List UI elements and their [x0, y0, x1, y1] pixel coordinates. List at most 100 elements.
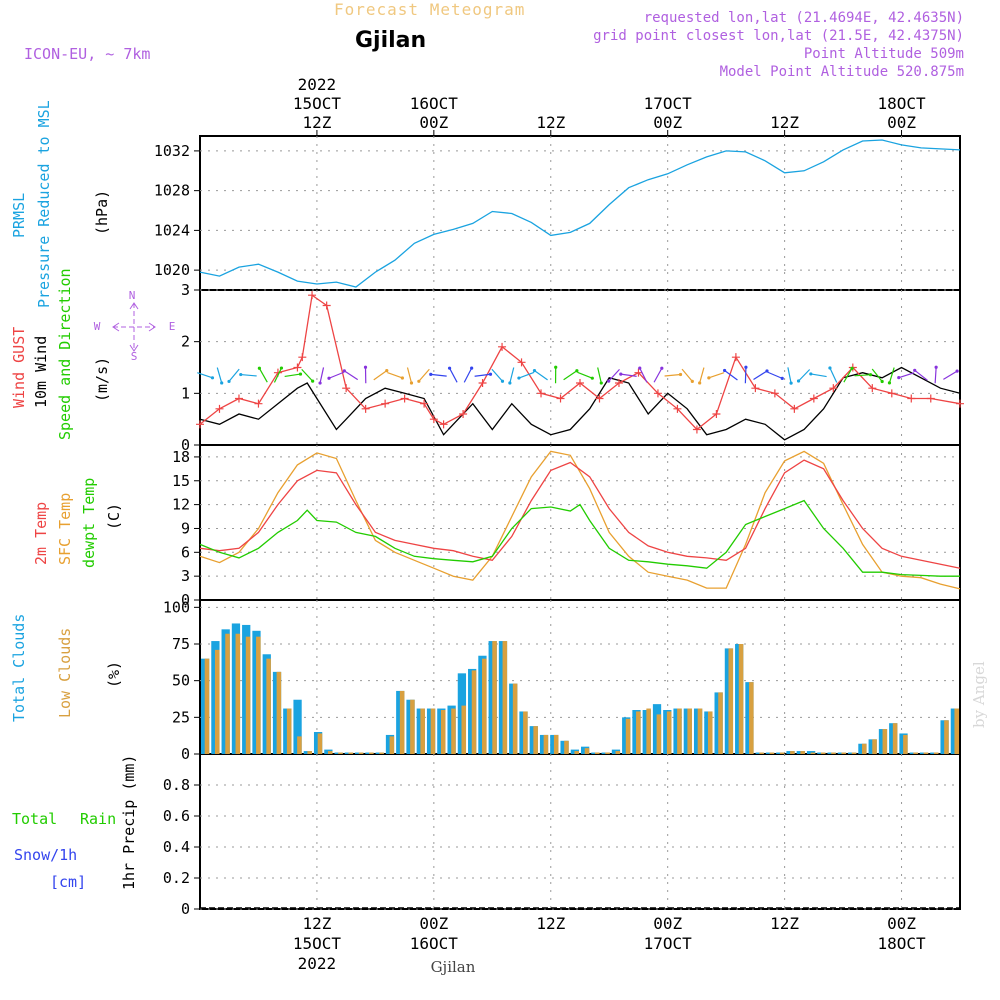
low-cloud-bar	[903, 734, 908, 754]
wind-direction-arrowhead	[599, 381, 603, 385]
gust-marker	[829, 384, 838, 393]
low-cloud-bar	[214, 649, 220, 754]
low-cloud-bar	[266, 658, 271, 754]
gust-marker	[537, 389, 546, 398]
low-cloud-bar	[584, 748, 590, 754]
gust-marker	[215, 404, 224, 413]
wind-direction-arrow	[639, 367, 648, 383]
wind-direction-arrowhead	[298, 372, 303, 376]
wind-direction-arrow	[463, 367, 473, 383]
low-cloud-bar	[615, 751, 621, 754]
wind-direction-arrowhead	[780, 376, 784, 380]
precip-ytick-label: 0.2	[163, 869, 190, 887]
wind-speed-line	[199, 366, 961, 441]
wind-direction-arrow	[608, 368, 620, 382]
wind-direction-arrow	[344, 370, 359, 381]
gust-marker	[751, 384, 760, 393]
compass-e: E	[169, 320, 176, 333]
bottom-time-label: 2022	[298, 954, 337, 973]
gust-marker	[322, 301, 331, 310]
wind-direction-arrowhead	[850, 366, 854, 370]
low-cloud-bar	[276, 671, 282, 754]
bottom-time-label: 12Z	[302, 914, 331, 933]
gust-marker	[293, 363, 302, 372]
top-time-label: 18OCT	[877, 94, 926, 113]
precip-ytick-label: 0.4	[163, 838, 190, 856]
low-cloud-bar	[338, 752, 343, 754]
prmsl-long-label: Pressure Reduced to MSL	[35, 100, 53, 308]
gust-marker	[234, 394, 243, 403]
low-cloud-bar	[204, 658, 210, 754]
bottom-time-label: 12Z	[536, 914, 565, 933]
sfc-temp-label: SFC Temp	[56, 493, 74, 565]
gust-marker	[308, 291, 317, 300]
low-cloud-bar	[317, 733, 323, 754]
wind-direction-arrowhead	[887, 381, 892, 385]
low-cloud-bar	[944, 720, 949, 754]
low-cloud-bar	[954, 708, 959, 754]
cloud-ytick-label: 25	[172, 708, 190, 726]
rain-label: Rain	[80, 810, 116, 828]
dewpt-temp-label: dewpt Temp	[80, 478, 98, 568]
low-cloud-bar	[923, 752, 929, 754]
low-cloud-bar	[872, 739, 877, 754]
low-cloud-bar	[471, 670, 477, 754]
gust-marker	[400, 394, 409, 403]
pressure-ytick-label: 1032	[154, 142, 190, 160]
bottom-time-label: 18OCT	[877, 934, 926, 953]
low-cloud-bar	[502, 641, 508, 754]
low-cloud-bar	[707, 711, 713, 754]
low-cloud-bar	[420, 708, 425, 754]
snow-unit-label: [cm]	[50, 873, 86, 891]
wind-direction-arrowhead	[210, 376, 215, 380]
low-cloud-bar	[523, 711, 528, 754]
wind-direction-arrow	[699, 367, 705, 384]
dewpt-line	[199, 499, 960, 577]
wind-direction-arrowhead	[660, 366, 664, 370]
prmsl-label: PRMSL	[10, 193, 28, 238]
wind-direction-arrow	[708, 372, 725, 379]
wind-direction-arrowhead	[417, 379, 421, 383]
wind-direction-arrow	[871, 368, 883, 382]
gust-marker	[420, 399, 429, 408]
gust-marker	[439, 420, 448, 429]
temp-ytick-label: 6	[181, 543, 190, 561]
low-cloud-bar	[533, 726, 538, 754]
gust-marker	[614, 379, 623, 387]
low-cloud-bar	[820, 752, 826, 754]
gust-marker	[576, 379, 584, 387]
compass-arrows-icon	[112, 302, 156, 352]
wind-direction-arrow	[843, 368, 853, 383]
wind10m-label: 10m Wind	[32, 336, 50, 408]
wind-direction-arrowhead	[400, 376, 404, 380]
gust-marker	[459, 410, 468, 418]
total-cloud-bar	[293, 699, 302, 754]
compass-rose: N W E S	[94, 289, 176, 363]
gust-line	[199, 294, 961, 431]
wind-direction-arrow	[319, 367, 325, 384]
wind-direction-arrowhead	[690, 379, 694, 383]
wind-direction-arrow	[724, 370, 738, 381]
bottom-time-label: 00Z	[887, 914, 916, 933]
low-cloud-bar	[841, 752, 847, 754]
low-cloud-bar	[625, 718, 631, 754]
wind-direction-arrowhead	[429, 372, 433, 376]
wind-direction-arrow	[898, 372, 915, 379]
low-cloud-bar	[800, 751, 805, 754]
gust-marker	[712, 410, 721, 418]
cloud-ytick-label: 0	[181, 745, 190, 763]
wind-direction-arrow	[744, 367, 747, 384]
wind-direction-arrowhead	[532, 369, 537, 373]
pressure-panel-labels: PRMSL Pressure Reduced to MSL (hPa)	[10, 100, 111, 308]
wind-direction-arrowhead	[385, 369, 389, 373]
low-cloud-bar	[307, 751, 312, 754]
wind-direction-arrow	[474, 373, 491, 377]
cloud-ytick-label: 75	[172, 635, 190, 653]
gust-marker	[692, 425, 701, 434]
pressure-ytick-label: 1028	[154, 182, 190, 200]
pressure-ytick-label: 1020	[154, 261, 190, 279]
wind-direction-arrowhead	[809, 372, 813, 376]
wind-direction-arrow	[301, 368, 314, 382]
wind-unit: (m/s)	[93, 357, 111, 402]
gust-marker	[342, 384, 351, 393]
